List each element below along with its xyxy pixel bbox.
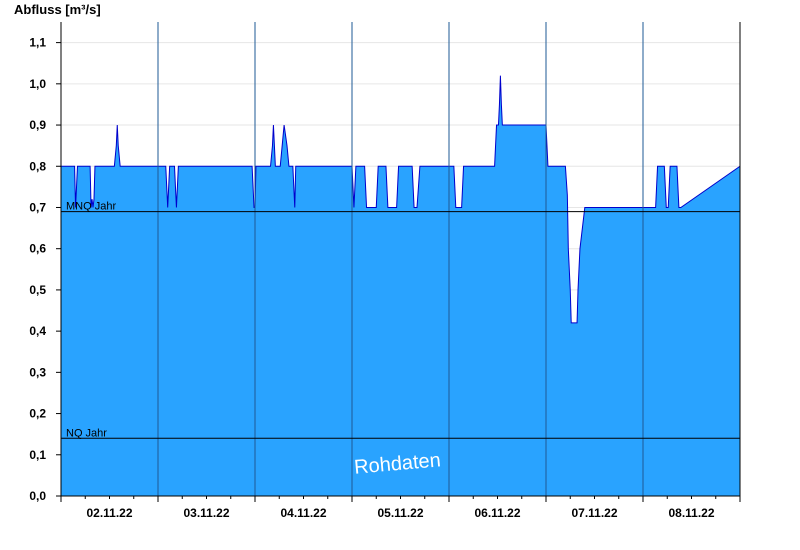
discharge-area [61, 75, 740, 496]
reference-lines: MNQ Jahr NQ Jahr [61, 201, 740, 439]
x-tick-label-6: 08.11.22 [668, 506, 714, 520]
y-tick-label-11: 1,1 [29, 36, 46, 50]
x-tick-label-4: 06.11.22 [474, 506, 520, 520]
y-tick-label-2: 0,2 [29, 407, 46, 421]
y-tick-label-4: 0,4 [29, 324, 46, 338]
x-tick-label-5: 07.11.22 [571, 506, 617, 520]
y-tick-label-5: 0,5 [29, 283, 46, 297]
x-tick-label-1: 03.11.22 [183, 506, 229, 520]
y-tick-label-0: 0,0 [29, 489, 46, 503]
discharge-line [61, 75, 741, 324]
y-tick-label-9: 0,9 [29, 118, 46, 132]
y-tick-label-10: 1,0 [29, 77, 46, 91]
y-axis-title: Abfluss [m³/s] [14, 2, 101, 17]
reference-label-0: MNQ Jahr [66, 201, 116, 213]
reference-label-1: NQ Jahr [66, 427, 107, 439]
y-tick-label-6: 0,6 [29, 242, 46, 256]
x-tick-label-3: 05.11.22 [377, 506, 423, 520]
y-tick-label-7: 0,7 [29, 200, 46, 214]
y-tick-label-8: 0,8 [29, 159, 46, 173]
x-tick-labels: 02.11.22 03.11.22 04.11.22 05.11.22 06.11.22… [60, 496, 741, 520]
day-boundary-lines [157, 22, 644, 496]
y-tick-label-3: 0,3 [29, 365, 46, 379]
y-tick-labels: 0,0 0,1 0,2 0,3 0,4 0,5 0,6 0,7 0,8 0,9 1,0 1,1 [29, 36, 61, 503]
x-tick-label-2: 04.11.22 [280, 506, 326, 520]
y-tick-label-1: 0,1 [29, 448, 46, 462]
x-tick-label-0: 02.11.22 [86, 506, 132, 520]
